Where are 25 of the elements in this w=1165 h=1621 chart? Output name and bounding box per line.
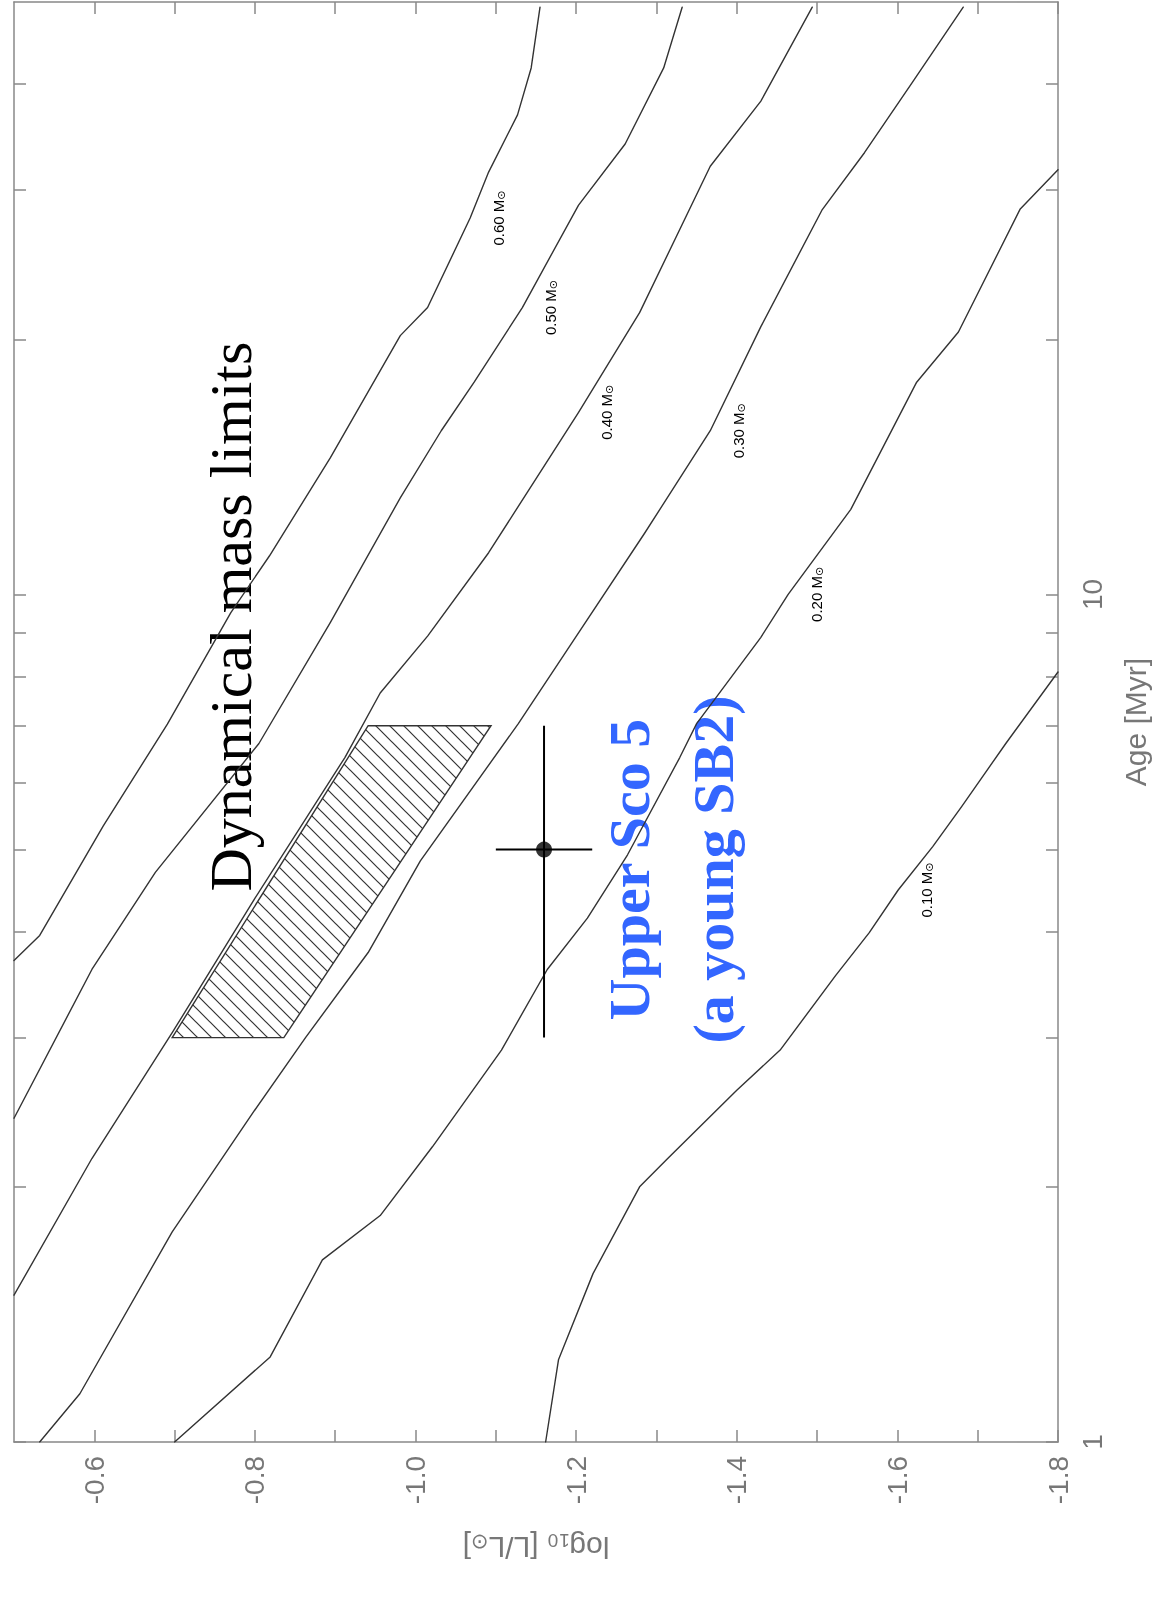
text: 0.10 M⊙ — [917, 862, 935, 918]
text: Dynamical mass limits — [198, 341, 265, 892]
y-axis-title: Age [Myr] — [1118, 657, 1152, 787]
text: 0.50 M⊙ — [541, 280, 559, 336]
y-tick-label: 1 — [1076, 1434, 1108, 1450]
line-series — [13, 6, 683, 1119]
annotation: Upper Sco 5 (a young SB2) — [596, 695, 746, 1044]
line-series — [544, 671, 1059, 1443]
line-series — [39, 6, 964, 1443]
line-series — [173, 169, 1059, 1443]
y-tick-label: 10 — [1076, 578, 1108, 611]
x-tick-label: -1.2 — [560, 1456, 592, 1505]
x-tick-label: -0.6 — [78, 1456, 110, 1505]
text: 0.20 M⊙ — [807, 566, 825, 622]
text: 0.40 M⊙ — [598, 384, 616, 440]
text: 0.30 M⊙ — [729, 403, 747, 459]
line-series — [13, 6, 541, 962]
x-tick-label: -1.8 — [1042, 1456, 1074, 1505]
x-tick-label: -1.0 — [400, 1456, 432, 1505]
x-tick-label: -0.8 — [239, 1456, 271, 1505]
x-tick-label: -1.4 — [721, 1456, 753, 1505]
text: 0.60 M⊙ — [489, 190, 507, 246]
line-series — [13, 6, 813, 1296]
x-axis-title: log₁₀ [L/L⊙] — [462, 1530, 610, 1564]
x-tick-label: -1.6 — [881, 1456, 913, 1505]
